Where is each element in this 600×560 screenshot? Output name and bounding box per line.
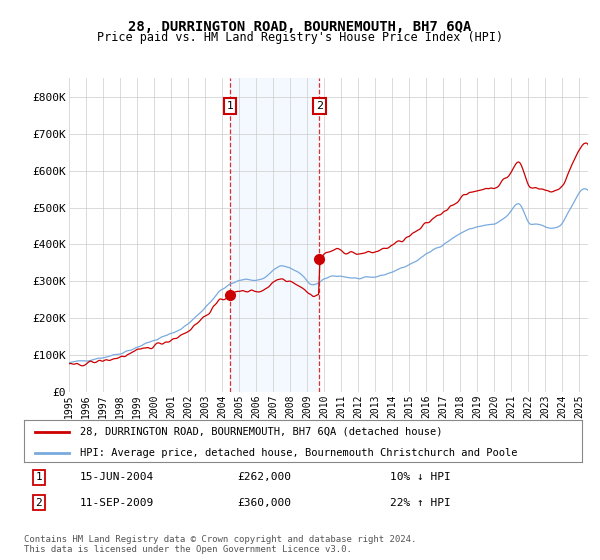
Text: £262,000: £262,000 [237,472,291,482]
Text: 11-SEP-2009: 11-SEP-2009 [80,498,154,508]
Text: 22% ↑ HPI: 22% ↑ HPI [389,498,451,508]
Text: 1: 1 [35,472,43,482]
Text: Price paid vs. HM Land Registry's House Price Index (HPI): Price paid vs. HM Land Registry's House … [97,31,503,44]
Text: 28, DURRINGTON ROAD, BOURNEMOUTH, BH7 6QA (detached house): 28, DURRINGTON ROAD, BOURNEMOUTH, BH7 6Q… [80,427,442,437]
Text: 1: 1 [226,101,233,111]
Text: 28, DURRINGTON ROAD, BOURNEMOUTH, BH7 6QA: 28, DURRINGTON ROAD, BOURNEMOUTH, BH7 6Q… [128,20,472,34]
Text: 15-JUN-2004: 15-JUN-2004 [80,472,154,482]
Text: 2: 2 [35,498,43,508]
Text: £360,000: £360,000 [237,498,291,508]
Text: Contains HM Land Registry data © Crown copyright and database right 2024.
This d: Contains HM Land Registry data © Crown c… [24,535,416,554]
Text: 10% ↓ HPI: 10% ↓ HPI [389,472,451,482]
Text: HPI: Average price, detached house, Bournemouth Christchurch and Poole: HPI: Average price, detached house, Bour… [80,448,517,458]
Bar [230,78,319,392]
Text: 2: 2 [316,101,323,111]
